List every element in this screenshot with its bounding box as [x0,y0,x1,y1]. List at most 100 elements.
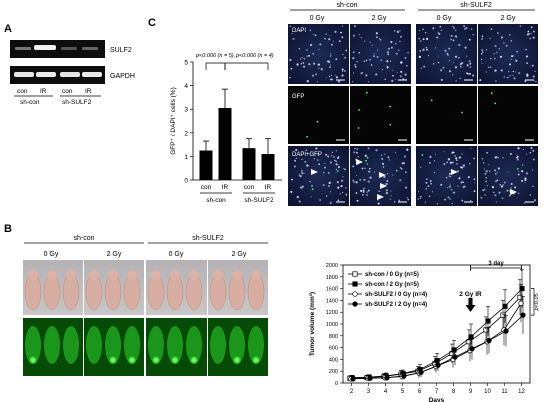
nucleus-dot [490,28,493,30]
arrowhead-marker [379,172,386,178]
x-tick-label: 12 [518,389,525,395]
nucleus-dot [419,50,422,52]
microscopy-row-labels: DAPI GFP DAPI+GFP [292,28,322,158]
mouse-silhouette [248,326,264,364]
mouse-head [151,270,161,280]
nucleus-dot [340,185,343,188]
nucleus-dot [395,151,397,153]
nucleus-dot [448,70,452,73]
nucleus-dot [436,36,439,39]
x-tick-label: 2 [350,389,354,395]
nucleus-dot [328,38,331,41]
mouse-photo-bright [84,260,144,315]
nucleus-dot [532,75,535,78]
nucleus-dot [494,69,497,72]
micro-image-bg [350,24,411,84]
lane-label: con [62,88,73,95]
mouse-photo-bright [146,260,207,315]
nucleus-dot [466,55,468,57]
nucleus-dot [362,189,365,192]
nucleus-dot [532,158,535,161]
nucleus-dot [494,57,496,60]
mouse-silhouette [124,326,140,364]
nucleus-dot [319,198,322,202]
nucleus-dot [353,181,355,183]
nucleus-dot [522,148,525,150]
nucleus-dot [360,189,363,192]
irradiation-label: 2 Gy IR [459,291,482,298]
nucleus-dot [296,63,299,66]
nucleus-dot [396,30,400,34]
nucleus-dot [318,163,321,166]
photo-group-label: sh-con [73,235,94,242]
x-axis-label: Days [429,397,445,402]
nucleus-dot [289,76,291,79]
nucleus-dot [300,63,303,65]
category-label: IR [265,184,272,191]
nucleus-dot [301,158,303,161]
nucleus-dot [525,55,529,58]
gfp-dot [389,123,392,126]
nucleus-dot [516,155,519,158]
nucleus-dot [500,36,504,39]
nucleus-dot [390,190,392,192]
irradiation-arrow-shaft [468,298,473,305]
nucleus-dot [455,80,457,82]
nucleus-dot [431,191,434,193]
nucleus-dot [454,66,458,69]
nucleus-dot [528,33,531,35]
bar [218,108,232,180]
nucleus-dot [489,66,492,68]
nucleus-dot [428,161,431,164]
nucleus-dot [335,160,338,163]
nucleus-dot [345,187,347,189]
nucleus-dot [407,198,410,201]
nucleus-dot [420,40,422,42]
lane-label: con [17,88,28,95]
nucleus-dot [398,199,401,202]
nucleus-dot [452,39,455,42]
nucleus-dot [306,55,308,57]
nucleus-dot [472,74,475,77]
nucleus-dot [303,172,305,174]
nucleus-dot [335,76,339,79]
nucleus-dot [306,49,308,51]
nucleus-dot [461,153,463,155]
nucleus-dot [481,35,484,38]
nucleus-dot [464,46,467,49]
gel-band [34,45,56,50]
nucleus-dot [529,194,532,196]
nucleus-dot [384,153,386,155]
nucleus-dot [352,34,355,37]
nucleus-dot [341,191,344,194]
nucleus-dot [465,27,468,30]
nucleus-dot [454,29,457,32]
nucleus-dot [530,32,532,35]
x-tick-label: 11 [501,389,508,395]
data-point [367,375,373,381]
nucleus-dot [514,59,517,61]
nucleus-dot [342,53,344,56]
nucleus-dot [308,63,311,66]
nucleus-dot [402,78,405,80]
nucleus-dot [494,44,497,47]
photo-dose-label: 2 Gy [232,251,247,258]
gfp-dot [306,136,308,138]
nucleus-dot [299,174,302,178]
panel-letter-a: A [4,23,12,35]
bar [199,150,213,180]
nucleus-dot [325,195,328,197]
nucleus-dot [368,171,370,173]
nucleus-dot [390,41,393,43]
nucleus-dot [317,159,319,161]
nucleus-dot [453,191,455,194]
nucleus-dot [464,185,466,188]
tumor-fluorescence [252,356,260,364]
nucleus-dot [335,171,337,174]
gel-label-sulf2: SULF2 [110,47,132,54]
nucleus-dot [353,151,356,154]
nucleus-dot [290,190,293,193]
nucleus-dot [443,151,445,153]
nucleus-dot [483,168,485,170]
nucleus-dot [380,154,383,157]
